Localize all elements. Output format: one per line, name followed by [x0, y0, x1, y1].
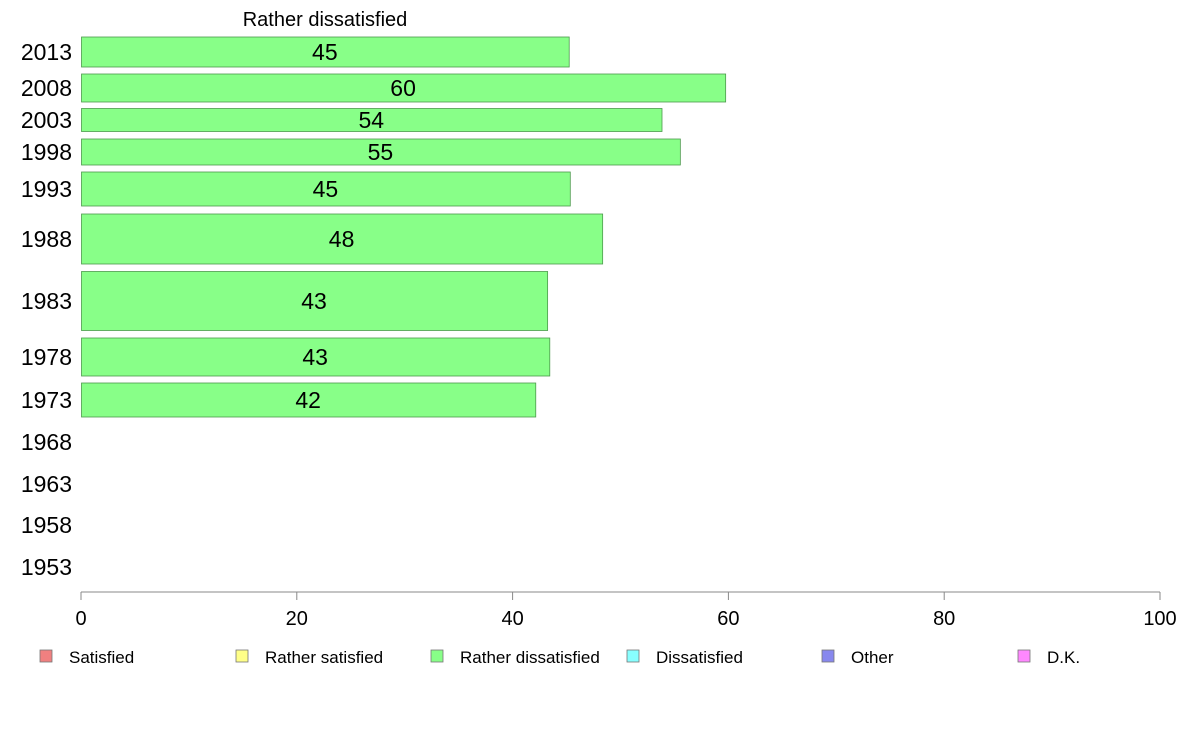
bar [81, 271, 549, 331]
x-tick-label: 100 [1143, 608, 1176, 630]
y-tick-label: 1978 [21, 344, 72, 370]
y-tick-label: 2008 [21, 75, 72, 101]
bar-value-label: 43 [302, 344, 328, 370]
bar-value-label: 54 [358, 107, 384, 133]
y-tick-label: 2013 [21, 39, 72, 65]
bar-value-label: 45 [313, 176, 339, 202]
x-tick-label: 40 [501, 608, 523, 630]
bar [81, 382, 537, 418]
y-tick-label: 2003 [21, 107, 72, 133]
x-tick-label: 80 [933, 608, 955, 630]
x-axis: 0 20 40 60 80 100 [75, 591, 1177, 630]
bar-value-label: 43 [301, 288, 327, 314]
legend-label: Rather satisfied [265, 648, 383, 667]
legend-swatch [626, 649, 640, 663]
legend-swatch [821, 649, 835, 663]
bar-value-label: 55 [368, 139, 394, 165]
y-tick-label: 1953 [21, 554, 72, 580]
bar [81, 73, 727, 103]
legend-label: D.K. [1047, 648, 1080, 667]
bar [81, 36, 570, 68]
x-tick-label: 20 [286, 608, 308, 630]
legend-item: Dissatisfied [626, 648, 743, 667]
bar-value-label: 45 [312, 39, 338, 65]
legend-swatch [235, 649, 249, 663]
legend-swatch [430, 649, 444, 663]
y-tick-label: 1998 [21, 139, 72, 165]
x-tick-label: 60 [717, 608, 739, 630]
legend-label: Rather dissatisfied [460, 648, 600, 667]
bar [81, 108, 663, 132]
x-tick-label: 0 [75, 608, 86, 630]
bar [81, 138, 681, 166]
bar [81, 337, 551, 377]
legend-item: Satisfied [39, 648, 134, 667]
y-tick-label: 1968 [21, 429, 72, 455]
legend-label: Satisfied [69, 648, 134, 667]
legend-label: Other [851, 648, 894, 667]
y-tick-label: 1988 [21, 226, 72, 252]
bar [81, 171, 571, 207]
y-tick-label: 1958 [21, 512, 72, 538]
legend-item: Other [821, 648, 894, 667]
legend-item: Rather satisfied [235, 648, 383, 667]
legend-item: Rather dissatisfied [430, 648, 600, 667]
legend: Satisfied Rather satisfied Rather dissatis… [39, 648, 1080, 667]
chart-title: Rather dissatisfied [243, 9, 408, 31]
legend-label: Dissatisfied [656, 648, 743, 667]
bar [81, 213, 604, 265]
y-tick-label: 1993 [21, 176, 72, 202]
legend-item: D.K. [1017, 648, 1080, 667]
bar-value-label: 48 [329, 226, 355, 252]
y-tick-label: 1963 [21, 471, 72, 497]
legend-swatch [39, 649, 53, 663]
y-tick-label: 1983 [21, 288, 72, 314]
bar-value-label: 42 [295, 387, 321, 413]
y-axis-labels: 2013 2008 2003 1998 1993 1988 1983 1978 1973 1968… [21, 39, 72, 580]
bar-value-label: 60 [390, 75, 416, 101]
y-tick-label: 1973 [21, 387, 72, 413]
legend-swatch [1017, 649, 1031, 663]
